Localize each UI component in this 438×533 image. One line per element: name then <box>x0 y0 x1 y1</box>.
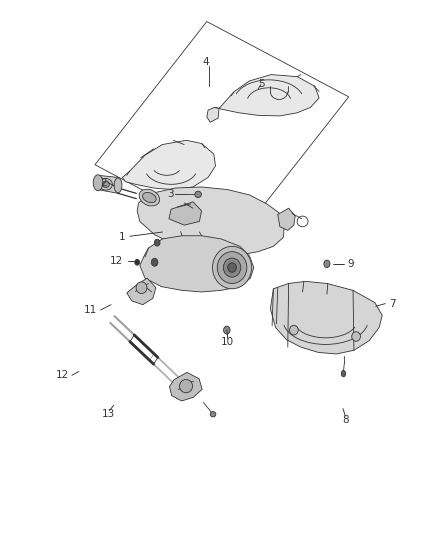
Ellipse shape <box>102 181 110 188</box>
Text: 12: 12 <box>110 256 123 266</box>
Ellipse shape <box>212 246 252 289</box>
Polygon shape <box>140 236 254 292</box>
Polygon shape <box>170 373 202 401</box>
Polygon shape <box>169 202 201 225</box>
Text: 7: 7 <box>389 298 396 309</box>
Ellipse shape <box>210 411 216 417</box>
Ellipse shape <box>136 282 147 294</box>
Ellipse shape <box>135 260 140 265</box>
Ellipse shape <box>223 258 241 277</box>
Text: 10: 10 <box>221 337 234 347</box>
Ellipse shape <box>341 370 346 377</box>
Text: 11: 11 <box>84 305 97 315</box>
Ellipse shape <box>195 191 201 198</box>
Ellipse shape <box>223 326 230 334</box>
Polygon shape <box>98 175 118 193</box>
Ellipse shape <box>180 379 193 393</box>
Ellipse shape <box>93 175 103 191</box>
Text: 13: 13 <box>101 409 115 419</box>
Ellipse shape <box>324 260 330 268</box>
Polygon shape <box>214 75 319 116</box>
Ellipse shape <box>142 192 156 203</box>
Ellipse shape <box>114 178 122 193</box>
Text: 4: 4 <box>203 58 209 67</box>
Text: 1: 1 <box>119 232 125 243</box>
Text: 2: 2 <box>100 177 107 188</box>
Text: 9: 9 <box>347 259 354 269</box>
Ellipse shape <box>151 259 158 266</box>
Ellipse shape <box>139 189 159 206</box>
Polygon shape <box>270 281 382 354</box>
Polygon shape <box>137 187 284 255</box>
Polygon shape <box>207 108 219 122</box>
Ellipse shape <box>290 325 298 335</box>
Polygon shape <box>278 208 295 230</box>
Text: 8: 8 <box>342 415 349 425</box>
Ellipse shape <box>154 239 160 246</box>
Text: 12: 12 <box>56 370 69 380</box>
Ellipse shape <box>228 263 237 272</box>
Polygon shape <box>127 278 156 305</box>
Ellipse shape <box>217 252 247 284</box>
Polygon shape <box>122 140 215 190</box>
Text: 3: 3 <box>167 189 173 199</box>
Ellipse shape <box>99 179 113 190</box>
Text: 5: 5 <box>258 78 265 88</box>
Ellipse shape <box>352 332 360 341</box>
